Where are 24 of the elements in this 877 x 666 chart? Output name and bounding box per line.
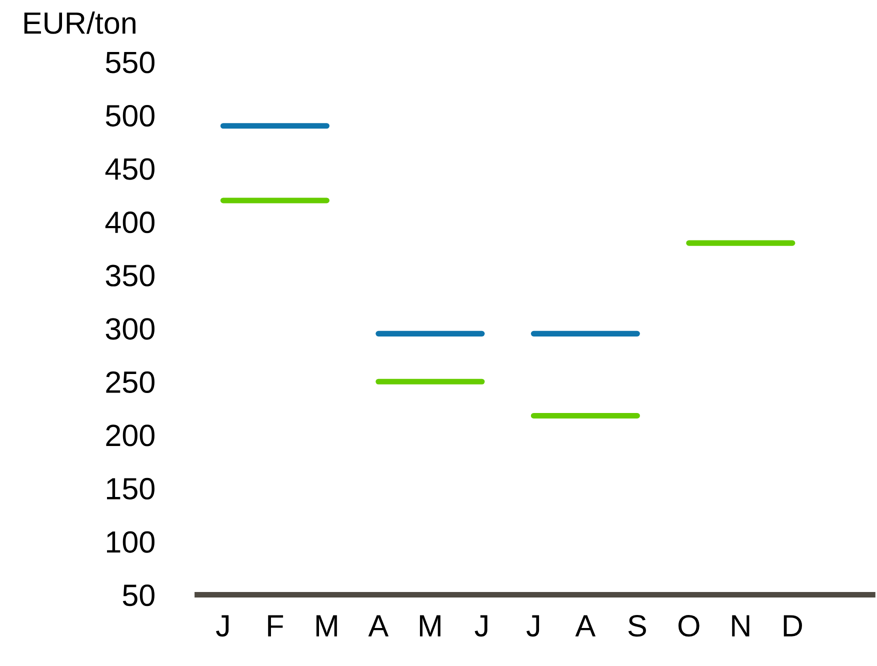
x-tick-label: O [678, 614, 700, 637]
y-tick-label: 250 [106, 371, 154, 393]
x-tick-label: A [368, 615, 389, 636]
x-tick-label: M [420, 615, 440, 636]
y-tick-label: 300 [106, 318, 154, 340]
x-tick-label: S [628, 614, 646, 637]
y-tick-label: 350 [106, 264, 154, 286]
x-tick-label: D [784, 615, 802, 636]
x-tick-label: F [268, 615, 284, 636]
x-tick-label: N [732, 615, 750, 636]
x-tick-label: A [575, 615, 596, 636]
x-tick-label: J [526, 615, 540, 637]
y-tick-label: 100 [107, 531, 154, 553]
y-tick-label: 50 [122, 584, 154, 606]
x-tick-label: J [474, 615, 488, 637]
y-axis-title: EUR/ton [24, 11, 136, 34]
y-tick-label: 450 [105, 158, 154, 180]
y-tick-label: 500 [106, 104, 154, 127]
y-tick-label: 200 [106, 424, 154, 446]
x-tick-label: J [216, 615, 229, 637]
y-tick-label: 150 [107, 478, 154, 500]
y-tick-label: 400 [105, 212, 154, 234]
y-tick-label: 550 [106, 52, 154, 74]
x-tick-label: M [316, 615, 337, 636]
